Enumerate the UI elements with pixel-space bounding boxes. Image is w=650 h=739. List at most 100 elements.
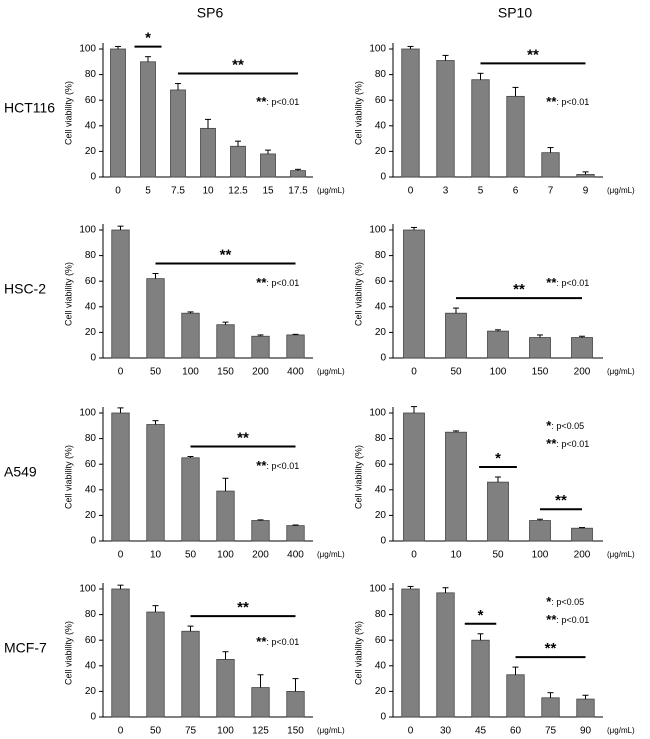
x-tick-label: 10	[450, 550, 462, 561]
y-tick-label: 0	[380, 536, 386, 547]
significance-mark: *	[145, 30, 151, 47]
x-tick-label: 60	[510, 726, 522, 737]
x-tick-label: 45	[475, 726, 487, 737]
y-tick-label: 0	[90, 172, 96, 183]
significance-note: **: p<0.01	[546, 436, 589, 451]
y-axis-label: Cell viability (%)	[353, 262, 363, 326]
x-tick-label: 50	[450, 367, 462, 378]
x-tick-label: 0	[118, 550, 124, 561]
x-tick-label: 90	[580, 726, 592, 737]
y-tick-label: 100	[369, 408, 386, 419]
x-tick-label: 0	[118, 367, 124, 378]
bar	[111, 412, 130, 542]
y-tick-label: 80	[85, 433, 97, 444]
x-unit: (μg/mL)	[317, 726, 345, 735]
bar	[571, 527, 593, 542]
y-tick-label: 40	[85, 484, 97, 495]
y-tick-label: 80	[375, 250, 387, 261]
y-tick-label: 0	[380, 712, 386, 723]
y-tick-label: 60	[375, 635, 387, 646]
x-tick-label: 0	[408, 186, 414, 197]
x-tick-label: 125	[252, 726, 269, 737]
significance-note: **: p<0.01	[256, 634, 299, 649]
note-symbol: **	[256, 458, 267, 473]
bar	[110, 48, 126, 178]
x-unit: (μg/mL)	[607, 550, 635, 559]
bar	[506, 674, 525, 718]
bar	[216, 659, 235, 718]
bar	[445, 312, 467, 359]
bar	[216, 324, 235, 359]
x-tick-label: 100	[490, 367, 507, 378]
y-axis-label: Cell viability (%)	[353, 81, 363, 145]
bar	[216, 490, 235, 542]
bar	[181, 457, 200, 542]
x-tick-label: 50	[185, 550, 197, 561]
significance-mark: *	[495, 450, 501, 467]
y-tick-label: 40	[85, 660, 97, 671]
y-tick-label: 80	[375, 69, 387, 80]
bar	[146, 424, 165, 542]
bar	[403, 229, 425, 359]
x-tick-label: 10	[202, 186, 214, 197]
x-tick-label: 200	[252, 550, 269, 561]
y-tick-label: 40	[85, 120, 97, 131]
x-tick-label: 50	[492, 550, 504, 561]
y-tick-label: 0	[90, 536, 96, 547]
bar	[403, 412, 425, 542]
x-tick-label: 100	[217, 726, 234, 737]
bar	[146, 611, 165, 718]
bar	[487, 330, 509, 359]
significance-note: **: p<0.01	[546, 94, 589, 109]
bar	[290, 170, 306, 178]
y-tick-label: 80	[85, 69, 97, 80]
x-tick-label: 5	[145, 186, 151, 197]
y-tick-label: 20	[375, 327, 387, 338]
x-tick-label: 400	[287, 550, 304, 561]
y-tick-label: 60	[375, 276, 387, 287]
x-unit: (μg/mL)	[317, 550, 345, 559]
y-tick-label: 20	[85, 510, 97, 521]
x-tick-label: 75	[185, 726, 197, 737]
y-tick-label: 20	[375, 510, 387, 521]
x-tick-label: 3	[443, 186, 449, 197]
bar	[471, 639, 490, 718]
bar	[286, 525, 305, 542]
y-tick-label: 40	[85, 301, 97, 312]
bar	[436, 60, 455, 178]
note-symbol: *	[546, 418, 552, 433]
y-tick-label: 40	[375, 301, 387, 312]
x-tick-label: 150	[287, 726, 304, 737]
row-label: HCT116	[4, 100, 55, 116]
note-symbol: *	[546, 594, 552, 609]
x-tick-label: 200	[574, 367, 591, 378]
y-tick-label: 100	[79, 584, 96, 595]
y-tick-label: 20	[375, 686, 387, 697]
x-tick-label: 50	[150, 367, 162, 378]
y-tick-label: 20	[375, 146, 387, 157]
y-tick-label: 60	[375, 95, 387, 106]
y-tick-label: 0	[380, 172, 386, 183]
significance-note: **: p<0.01	[256, 94, 299, 109]
note-symbol: **	[546, 94, 557, 109]
x-tick-label: 50	[150, 726, 162, 737]
x-tick-label: 6	[513, 186, 519, 197]
significance-mark: **	[513, 281, 525, 298]
significance-note: *: p<0.05	[546, 418, 584, 433]
y-tick-label: 80	[85, 609, 97, 620]
row-label: A549	[4, 464, 37, 480]
note-text: : p<0.01	[266, 637, 299, 647]
x-tick-label: 0	[411, 367, 417, 378]
note-symbol: **	[256, 634, 267, 649]
x-tick-label: 100	[532, 550, 549, 561]
y-tick-label: 20	[85, 686, 97, 697]
y-tick-label: 60	[85, 635, 97, 646]
significance-mark: **	[232, 57, 244, 74]
row-label: MCF-7	[4, 640, 47, 656]
x-tick-label: 9	[583, 186, 589, 197]
significance-mark: **	[237, 429, 249, 446]
note-text: : p<0.01	[266, 278, 299, 288]
significance-mark: **	[237, 599, 249, 616]
bar	[401, 588, 420, 718]
y-tick-label: 100	[79, 225, 96, 236]
